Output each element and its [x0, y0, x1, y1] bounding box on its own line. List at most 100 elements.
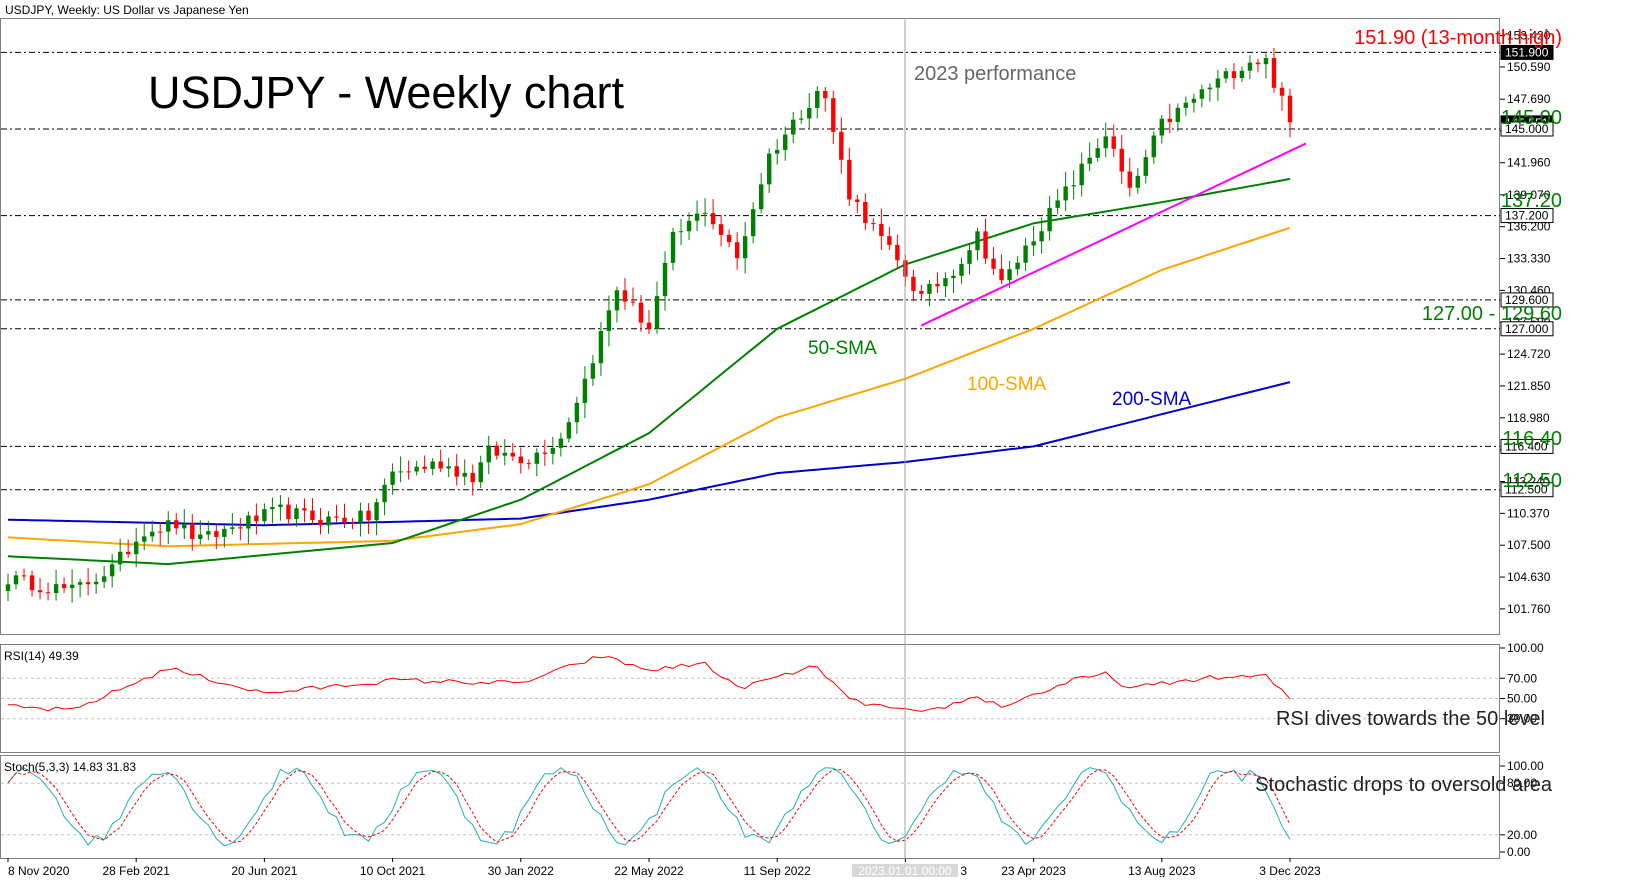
candle-body — [791, 119, 796, 135]
stoch-panel-frame — [0, 755, 1500, 859]
rsi-annotation: RSI dives towards the 50 level — [1276, 708, 1545, 730]
level-label-145-00: 145.00 — [1501, 107, 1562, 129]
candle-body — [1159, 118, 1165, 136]
price-badge — [1500, 482, 1554, 498]
candle-body — [1007, 269, 1012, 281]
performance-label: 2023 performance — [914, 63, 1076, 85]
price-tick-label: 124.720 — [1507, 347, 1551, 361]
candle-body — [518, 456, 524, 464]
price-tick-label: 101.760 — [1507, 602, 1551, 616]
candle-body — [598, 330, 604, 364]
candle-body — [342, 517, 347, 523]
sma200-line — [7, 381, 1291, 527]
candle-body — [638, 302, 644, 323]
candle-body — [1199, 89, 1205, 99]
candle-body — [959, 263, 964, 276]
candle-body — [270, 506, 275, 510]
candle-body — [975, 231, 980, 251]
candle-body — [1279, 87, 1285, 96]
candle-body — [718, 224, 724, 235]
sma50-line — [7, 177, 1291, 566]
rsi-tick-label: 50.00 — [1507, 692, 1537, 706]
stoch-annotation: Stochastic drops to oversold area — [1255, 774, 1553, 796]
stoch-header: Stoch(5,3,3) 14.83 31.83 — [4, 760, 136, 774]
candle-body — [109, 564, 115, 577]
candle-body — [815, 91, 820, 109]
level-label-151-90: 151.90 (13-month high) — [1354, 27, 1562, 49]
candle-body — [1079, 163, 1084, 186]
candle-body — [766, 153, 772, 185]
candle-body — [1087, 157, 1092, 164]
candle-body — [502, 452, 507, 456]
candle-body — [278, 504, 283, 507]
candle-body — [1231, 71, 1237, 79]
candle-body — [1111, 136, 1116, 149]
candle-body — [758, 184, 764, 210]
stoch-tick-label: 20.00 — [1507, 828, 1537, 842]
price-tick-label: 107.500 — [1507, 538, 1551, 552]
candle-body — [230, 527, 235, 529]
price-badge-label: 129.600 — [1505, 293, 1549, 307]
candle-body — [1175, 107, 1181, 123]
candle-layer — [5, 48, 1293, 603]
candle-body — [422, 466, 427, 469]
axis-layer: 153.420150.590147.690144.830141.960139.0… — [7, 29, 1554, 878]
candle-body — [254, 515, 259, 522]
price-badge-label: 127.000 — [1505, 322, 1549, 336]
candle-body — [943, 278, 948, 287]
candle-body — [1207, 87, 1213, 90]
candle-body — [622, 290, 628, 302]
price-badge — [1500, 438, 1554, 454]
candle-body — [382, 484, 387, 503]
rsi-layer: 100.00 70.00 50.00 30.00 — [1, 641, 1544, 726]
candle-body — [1255, 62, 1261, 65]
candle-body — [390, 471, 395, 485]
level-layer — [1, 51, 1500, 491]
candle-body — [1183, 102, 1189, 108]
candle-body — [887, 236, 892, 245]
candle-body — [526, 463, 532, 465]
ascending-trendline — [920, 142, 1307, 327]
sma100-label: 100-SMA — [967, 374, 1047, 395]
price-badge-label: 116.400 — [1505, 439, 1548, 453]
level-label-112-50: 112.50 — [1502, 470, 1562, 492]
candle-body — [983, 231, 988, 259]
candle-body — [550, 447, 556, 454]
price-tick-label: 139.070 — [1507, 188, 1551, 202]
price-badge — [1500, 208, 1554, 224]
rsi-tick-label: 30.00 — [1507, 712, 1537, 726]
candle-body — [1239, 70, 1245, 79]
sma200-label: 200-SMA — [1112, 389, 1192, 410]
chart-info-header: USDJPY, Weekly: US Dollar vs Japanese Ye… — [5, 3, 249, 17]
candle-body — [246, 515, 251, 529]
price-tick-label: 133.330 — [1507, 252, 1551, 266]
candle-body — [414, 466, 419, 472]
candle-body — [951, 275, 956, 279]
candle-body — [214, 531, 219, 537]
trend-layer — [920, 142, 1307, 327]
price-badge — [1500, 121, 1554, 137]
time-tick-label: 30 Jan 2022 — [488, 864, 554, 877]
candle-body — [494, 445, 499, 456]
candle-body — [991, 258, 996, 269]
stoch-tick-label: 0.00 — [1507, 845, 1531, 859]
candle-body — [438, 461, 443, 469]
candle-body — [1031, 241, 1036, 246]
candle-body — [1063, 186, 1068, 201]
candle-body — [142, 536, 147, 542]
stoch-k-line — [7, 767, 1291, 847]
candle-body — [133, 541, 139, 555]
candle-body — [823, 91, 828, 99]
candle-body — [967, 250, 972, 264]
time-tick-label: 3 Dec 2023 — [1259, 864, 1321, 877]
candle-body — [29, 575, 35, 591]
sma50-label: 50-SMA — [808, 338, 877, 359]
candle-body — [726, 234, 732, 243]
candle-body — [53, 584, 59, 594]
candle-body — [302, 508, 307, 511]
price-tick-label: 147.690 — [1507, 92, 1551, 106]
candle-body — [406, 471, 411, 473]
time-tick-label: 28 Feb 2021 — [103, 864, 171, 877]
candle-body — [750, 209, 756, 237]
candle-body — [1055, 200, 1060, 208]
